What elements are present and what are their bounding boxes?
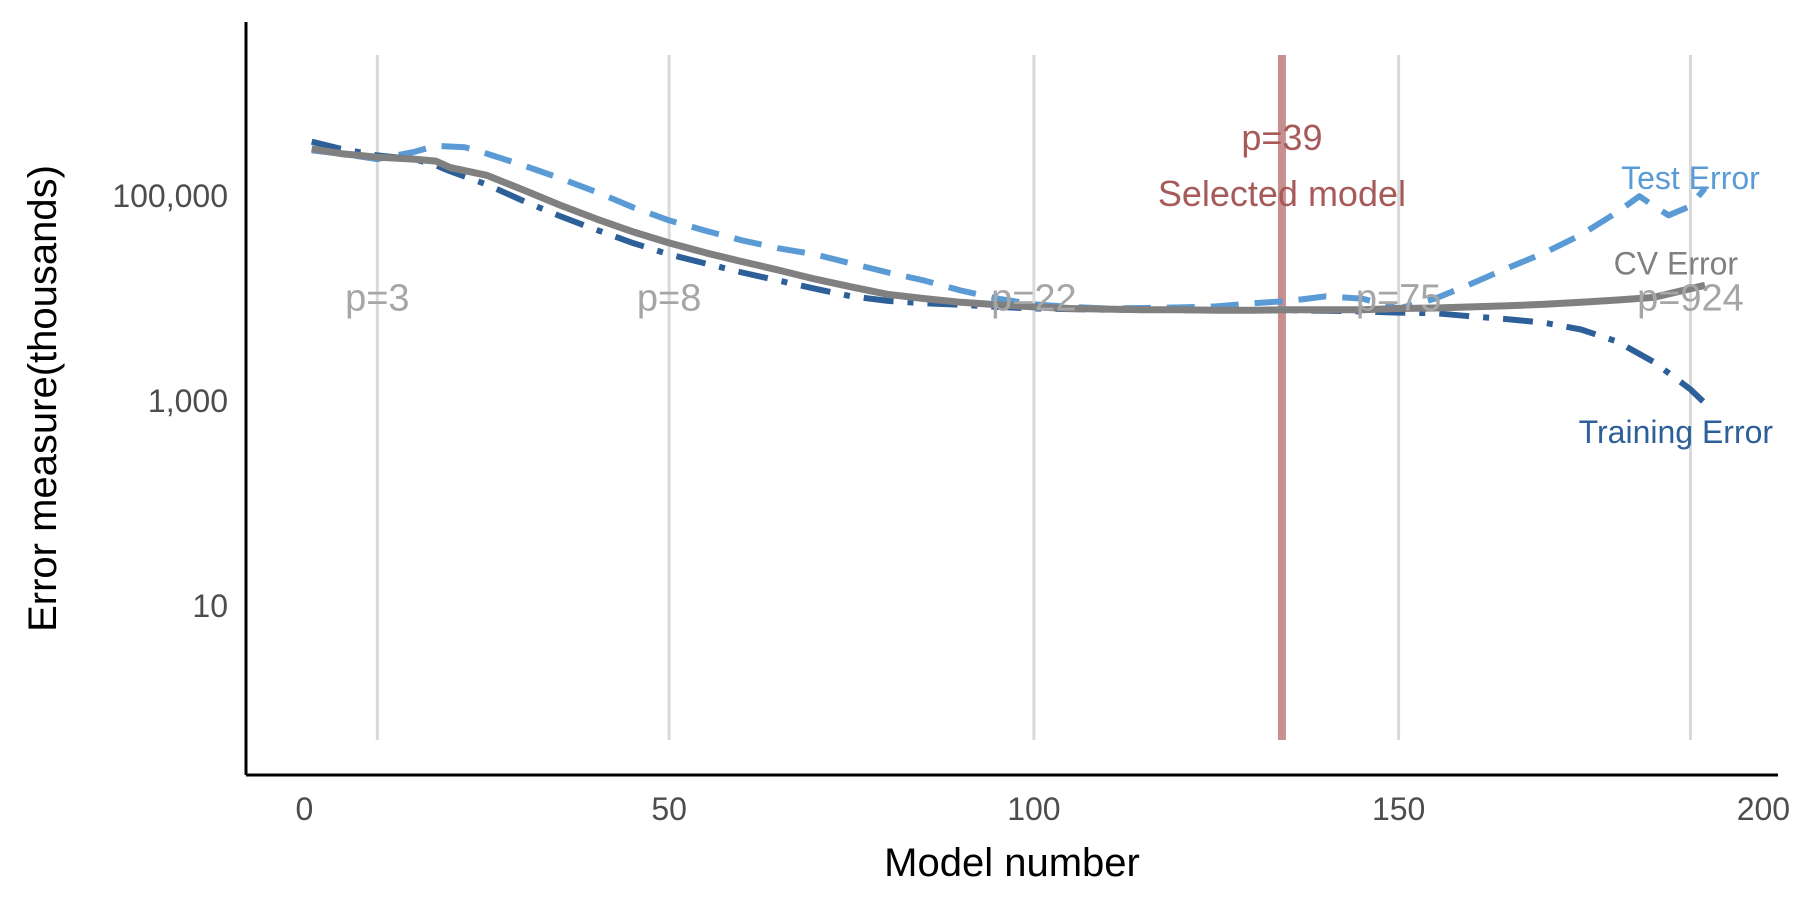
series-lines <box>310 138 1708 406</box>
tick-labels: 0 50 100 150 200 10 1,000 100,000 <box>112 178 1790 827</box>
series-line-training-error <box>310 138 1708 406</box>
reference-label-4: p=75 <box>1356 278 1442 320</box>
x-tick-label-5: 200 <box>1737 791 1790 827</box>
series-line-cv-error <box>311 145 1706 314</box>
reference-label-5: p=924 <box>1637 278 1744 320</box>
axes <box>244 22 1778 777</box>
series-label-training-error: Training Error <box>1579 414 1774 450</box>
reference-label-3: p=22 <box>991 278 1077 320</box>
x-tick-label-4: 150 <box>1372 791 1425 827</box>
y-tick-label-2: 1,000 <box>148 383 228 419</box>
x-tick-label-3: 100 <box>1007 791 1060 827</box>
y-axis-title: Error measure(thousands) <box>21 165 65 632</box>
series-label-test-error: Test Error <box>1621 160 1760 196</box>
y-tick-label-1: 10 <box>192 588 228 624</box>
selected-model-label: Selected model <box>1158 173 1406 214</box>
x-tick-label-2: 50 <box>651 791 687 827</box>
reference-lines <box>375 55 1692 740</box>
selected-model-p-label: p=39 <box>1241 117 1322 158</box>
series-label-cv-error: CV Error <box>1614 246 1739 282</box>
annotations: p=3 p=8 p=22 p=75 p=924 p=39 Selected model Tes… <box>345 117 1773 450</box>
x-axis-title: Model number <box>884 841 1140 885</box>
y-tick-label-3: 100,000 <box>112 178 228 214</box>
reference-label-1: p=3 <box>345 278 409 320</box>
x-tick-label-1: 0 <box>295 791 313 827</box>
reference-label-2: p=8 <box>637 278 701 320</box>
